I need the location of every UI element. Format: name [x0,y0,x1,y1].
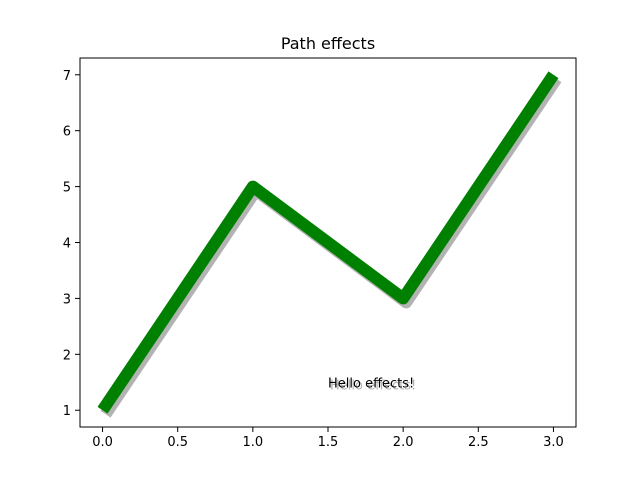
x-axis: 0.0 0.5 1.0 1.5 2.0 2.5 3.0 [92,427,564,450]
x-tick-label: 3.0 [543,435,564,450]
y-tick-label: 5 [63,181,71,196]
x-tick-label: 1.5 [318,435,339,450]
annotation-layer: Hello effects!Hello effects! [328,376,416,393]
y-tick-label: 2 [63,348,71,363]
chart-title: Path effects [281,34,375,53]
y-tick-label: 7 [63,69,71,84]
x-tick-label: 2.0 [393,435,414,450]
x-tick-label: 1.0 [243,435,264,450]
y-tick-label: 4 [63,237,71,252]
series-line [97,71,559,414]
y-tick-label: 6 [63,125,71,140]
y-tick-label: 3 [63,292,71,307]
x-tick-label: 0.0 [92,435,113,450]
y-axis: 1 2 3 4 5 6 7 [63,69,80,419]
y-tick-label: 1 [63,404,71,419]
series-layer [97,71,562,418]
annotation-shadow: Hello effects! [330,378,416,393]
x-tick-label: 0.5 [167,435,188,450]
annotation-text: Hello effects! [328,376,414,391]
x-tick-label: 2.5 [468,435,489,450]
